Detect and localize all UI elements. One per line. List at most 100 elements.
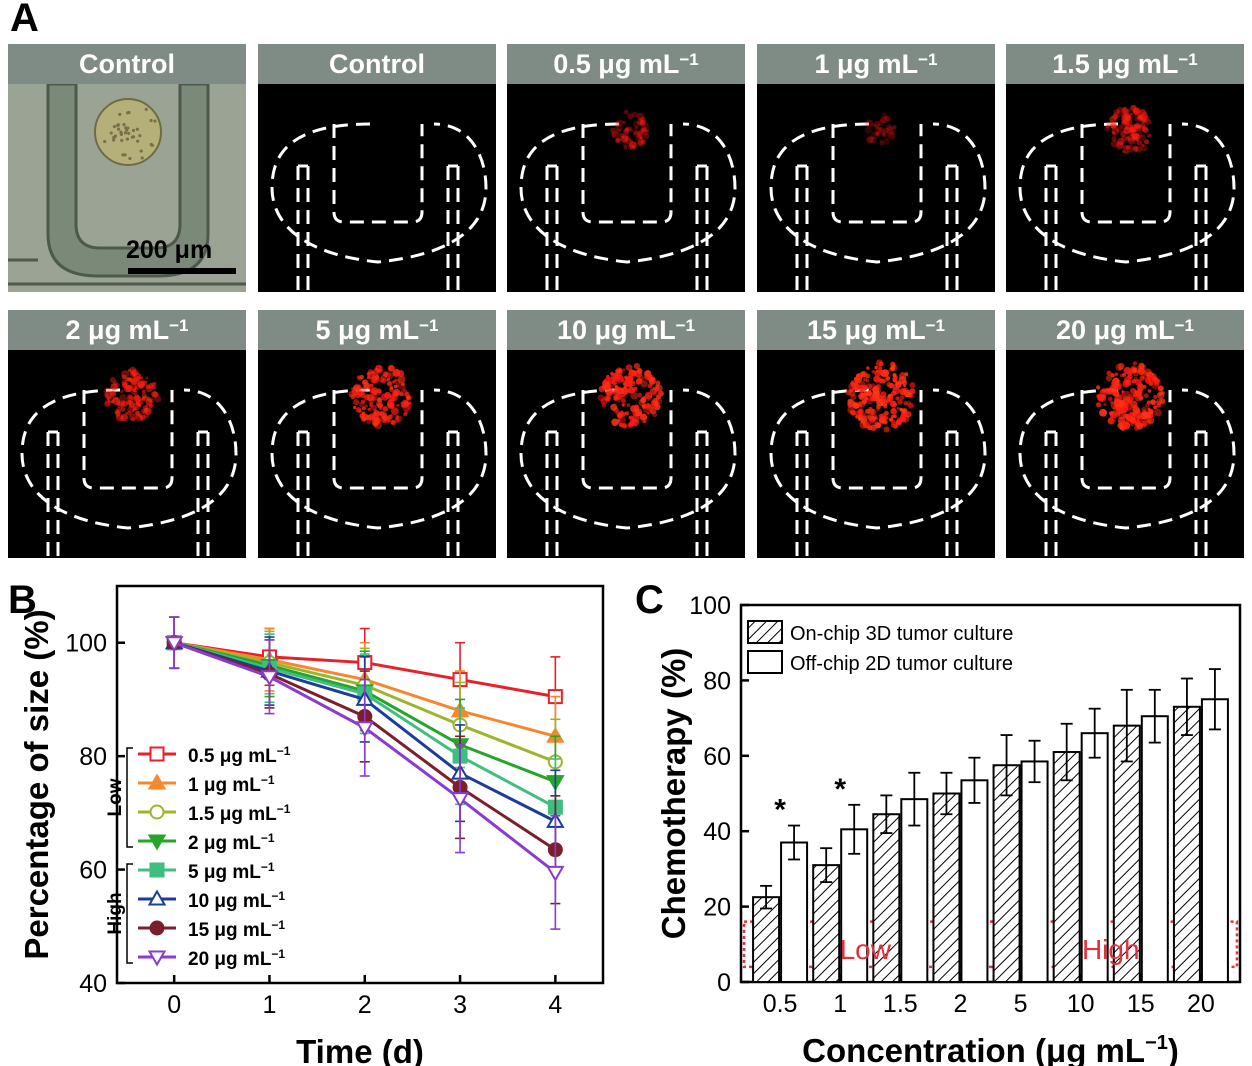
legend-label: 1 μg mL−1 <box>188 773 275 796</box>
spheroid-cell <box>153 119 157 123</box>
stained-cell <box>878 126 883 131</box>
stained-cell <box>1118 411 1127 420</box>
y-tick-label: 60 <box>79 857 107 885</box>
stained-cell <box>624 411 629 416</box>
legend-group-bracket <box>126 863 133 964</box>
stained-cell <box>1136 124 1141 129</box>
stained-cell <box>131 389 138 396</box>
stained-cell <box>892 124 897 130</box>
stained-cell <box>859 371 867 378</box>
stained-cell <box>876 387 882 394</box>
stained-cell <box>1132 368 1138 373</box>
legend-label: 2 μg mL−1 <box>188 831 275 854</box>
stained-cell <box>1117 422 1124 429</box>
x-axis-label: Concentration (μg mL−1) <box>802 1032 1179 1066</box>
image-tile-2: 0.5 μg mL−1 <box>507 44 745 292</box>
stained-cell <box>1111 378 1117 384</box>
stained-cell <box>110 396 114 400</box>
stained-cell <box>604 387 613 396</box>
stained-cell <box>896 417 901 421</box>
stained-cell <box>617 416 626 425</box>
stained-cell <box>879 116 887 124</box>
stained-cell <box>375 364 383 373</box>
stained-cell <box>631 111 638 118</box>
x-axis-label: Time (d) <box>296 1033 424 1066</box>
channel-outline <box>296 166 460 292</box>
stained-cell <box>380 374 388 381</box>
stained-cell <box>130 369 138 377</box>
spheroid-cell <box>116 127 121 131</box>
stained-cell <box>1153 405 1157 410</box>
stained-cell <box>373 410 380 417</box>
stained-cell <box>364 404 368 408</box>
stained-cell <box>371 370 375 375</box>
stained-cell <box>899 395 905 400</box>
stained-cell <box>875 384 881 390</box>
channel-outline <box>82 390 174 490</box>
tile-label-text: 5 μg mL <box>315 315 420 345</box>
channel-outline <box>769 122 987 264</box>
stained-cell <box>402 386 406 390</box>
stained-cell <box>386 403 391 408</box>
stained-cell <box>1128 124 1134 130</box>
stained-cell <box>379 411 385 417</box>
stained-cell <box>1112 390 1120 397</box>
stained-cell <box>145 384 151 389</box>
stained-cell <box>366 394 374 402</box>
stained-cell <box>1119 374 1123 378</box>
stained-cell <box>1140 144 1148 152</box>
tile-label: 1.5 μg mL−1 <box>1006 44 1244 84</box>
stained-cell <box>109 376 116 384</box>
stained-cell <box>625 137 633 145</box>
stained-cell <box>391 407 399 415</box>
x-tick-label: 5 <box>1014 990 1028 1018</box>
stained-cell <box>392 388 401 397</box>
stained-cell <box>631 380 636 384</box>
stained-cell <box>623 385 627 389</box>
stained-cell <box>610 127 616 133</box>
stained-cell <box>626 403 631 408</box>
tile-label: 20 μg mL−1 <box>1006 310 1244 350</box>
plot-frame <box>115 584 605 985</box>
stained-cell <box>1117 362 1125 370</box>
group-label-low: Low <box>840 934 892 965</box>
tile-label-superscript: −1 <box>918 50 938 69</box>
stained-cell <box>1138 114 1143 119</box>
stained-cell <box>1111 127 1120 135</box>
stained-cell <box>350 393 356 400</box>
stained-cell <box>1150 399 1156 405</box>
stained-cell <box>145 398 153 406</box>
bar <box>1052 751 1081 983</box>
channel-outline <box>1044 166 1208 292</box>
stained-cell <box>1105 375 1113 382</box>
stained-cell <box>631 414 640 423</box>
stained-cell <box>128 402 135 408</box>
stained-cell <box>622 120 627 125</box>
stained-cell <box>621 133 629 141</box>
stained-cell <box>1097 394 1105 402</box>
stained-cell <box>1108 411 1114 416</box>
stained-cell <box>127 399 132 404</box>
channel-edge <box>8 258 246 286</box>
stained-cell <box>627 143 634 150</box>
stained-cell <box>633 141 637 145</box>
stained-cell <box>1132 145 1138 150</box>
stained-cell <box>366 376 371 380</box>
stained-cell <box>1127 133 1136 142</box>
stained-cell <box>372 379 377 383</box>
stained-cell <box>616 387 624 395</box>
stained-cell <box>876 407 880 411</box>
stained-cell <box>870 408 877 416</box>
x-tick-label: 15 <box>1127 990 1155 1018</box>
spheroid-cell <box>111 138 116 142</box>
bar <box>1112 724 1141 983</box>
stained-cell <box>104 393 109 398</box>
stained-cell <box>883 410 889 416</box>
stained-cell <box>646 403 651 408</box>
stained-cell <box>1159 398 1166 405</box>
stained-cell <box>891 390 897 396</box>
stained-cell <box>1136 410 1141 415</box>
stained-cell <box>640 140 644 144</box>
stained-cell <box>877 126 885 134</box>
stained-cell <box>390 419 395 425</box>
